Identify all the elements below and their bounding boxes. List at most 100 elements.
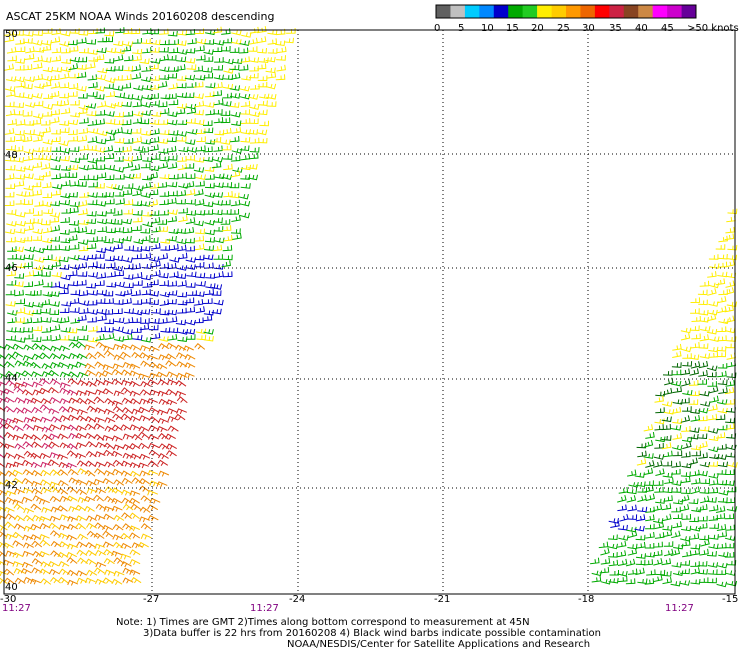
wind-barb: [113, 54, 124, 62]
wind-barb: [23, 576, 35, 584]
wind-barb: [106, 227, 116, 234]
wind-barb: [231, 29, 242, 36]
wind-barb: [680, 346, 692, 353]
wind-barb: [725, 380, 735, 387]
wind-barb: [139, 453, 151, 460]
wind-barb: [113, 127, 123, 134]
wind-barb: [249, 137, 260, 144]
wind-barb: [5, 513, 17, 520]
wind-barb: [94, 379, 106, 386]
wind-barb: [132, 100, 142, 108]
wind-barb: [129, 462, 141, 469]
wind-barb: [113, 479, 125, 486]
wind-barb: [0, 462, 6, 468]
wind-barb: [40, 155, 52, 161]
wind-barb: [141, 337, 152, 343]
wind-barb: [15, 198, 26, 205]
wind-barb: [3, 443, 15, 450]
wind-barb: [708, 435, 719, 442]
wind-barb: [628, 481, 639, 488]
wind-barb: [21, 459, 33, 466]
wind-barb: [66, 443, 78, 450]
wind-barb: [157, 409, 168, 416]
wind-barb: [607, 543, 618, 550]
wind-barb: [663, 409, 675, 415]
wind-barb: [95, 341, 107, 349]
legend-swatch: [667, 5, 682, 18]
wind-barb: [590, 557, 600, 565]
wind-barb: [76, 71, 87, 79]
wind-barb: [113, 557, 125, 564]
wind-barb: [77, 135, 88, 142]
wind-barb: [724, 233, 735, 241]
wind-barb: [248, 152, 259, 160]
wind-barb: [105, 134, 115, 142]
wind-barb: [129, 380, 141, 387]
wind-barb: [78, 104, 90, 111]
wind-barb: [113, 40, 124, 47]
wind-barb: [175, 390, 186, 397]
wind-barb: [258, 57, 269, 63]
wind-barb: [709, 263, 720, 269]
wind-barb: [221, 209, 232, 215]
wind-barb: [86, 282, 96, 289]
wind-barb: [717, 461, 728, 468]
wind-barb: [33, 154, 44, 160]
wind-barb: [79, 174, 89, 181]
wind-barb: [157, 390, 169, 397]
wind-barb: [69, 264, 81, 270]
wind-barb: [223, 163, 233, 171]
wind-barb: [139, 323, 150, 331]
wind-barb: [725, 423, 735, 430]
wind-barb: [203, 56, 214, 62]
wind-barb: [167, 93, 177, 99]
wind-barb: [196, 334, 207, 341]
wind-barb: [194, 119, 205, 126]
wind-barb: [699, 426, 710, 432]
wind-barb: [121, 235, 132, 242]
wind-barb: [707, 309, 718, 316]
wind-barb: [275, 74, 286, 81]
wind-barb: [87, 337, 98, 343]
wind-barb: [34, 279, 44, 287]
wind-barb: [111, 424, 123, 431]
wind-barb: [75, 515, 87, 522]
wind-barb: [137, 406, 149, 413]
wind-barb: [13, 453, 25, 460]
wind-barb: [691, 450, 701, 457]
wind-barb: [158, 336, 169, 342]
wind-barb: [23, 281, 34, 288]
wind-barb: [3, 577, 15, 585]
wind-barb: [636, 541, 646, 549]
wind-barb: [690, 567, 701, 575]
wind-barb: [150, 39, 161, 46]
wind-barb: [111, 435, 123, 442]
wind-barb: [167, 316, 178, 323]
wind-barb: [39, 539, 51, 547]
wind-barb: [159, 299, 170, 306]
legend-swatch: [537, 5, 552, 18]
wind-barb: [41, 170, 51, 178]
wind-barb: [5, 173, 15, 180]
wind-barb: [0, 471, 7, 477]
wind-barb: [41, 363, 53, 370]
wind-barb: [727, 244, 738, 251]
wind-barb: [205, 173, 215, 180]
wind-barb: [85, 450, 97, 458]
wind-barb: [600, 578, 612, 585]
wind-barb: [617, 558, 628, 566]
wind-barb: [122, 577, 134, 584]
wind-barb: [707, 562, 719, 568]
wind-barb: [85, 558, 97, 565]
wind-barb: [7, 55, 17, 62]
wind-barb: [49, 90, 60, 98]
wind-barb: [96, 247, 107, 254]
wind-barb: [15, 307, 26, 314]
wind-barb: [671, 444, 683, 451]
wind-barb: [159, 199, 169, 206]
wind-barb: [113, 354, 125, 361]
wind-barb: [185, 245, 195, 252]
wind-barb: [221, 260, 231, 268]
wind-barb: [123, 199, 134, 206]
